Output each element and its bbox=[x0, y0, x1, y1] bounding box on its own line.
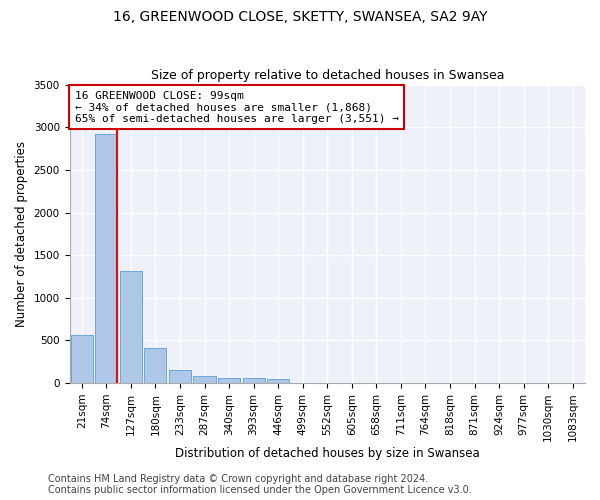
Text: Contains public sector information licensed under the Open Government Licence v3: Contains public sector information licen… bbox=[48, 485, 472, 495]
X-axis label: Distribution of detached houses by size in Swansea: Distribution of detached houses by size … bbox=[175, 447, 479, 460]
Title: Size of property relative to detached houses in Swansea: Size of property relative to detached ho… bbox=[151, 69, 504, 82]
Text: Contains HM Land Registry data © Crown copyright and database right 2024.: Contains HM Land Registry data © Crown c… bbox=[48, 474, 428, 484]
Bar bbox=[169, 370, 191, 383]
Bar bbox=[95, 134, 118, 383]
Text: 16, GREENWOOD CLOSE, SKETTY, SWANSEA, SA2 9AY: 16, GREENWOOD CLOSE, SKETTY, SWANSEA, SA… bbox=[113, 10, 487, 24]
Bar bbox=[242, 378, 265, 383]
Y-axis label: Number of detached properties: Number of detached properties bbox=[15, 141, 28, 327]
Text: 16 GREENWOOD CLOSE: 99sqm
← 34% of detached houses are smaller (1,868)
65% of se: 16 GREENWOOD CLOSE: 99sqm ← 34% of detac… bbox=[74, 90, 398, 124]
Bar bbox=[145, 348, 166, 383]
Bar bbox=[267, 380, 289, 383]
Bar bbox=[193, 376, 215, 383]
Bar bbox=[120, 272, 142, 383]
Bar bbox=[218, 378, 240, 383]
Bar bbox=[71, 336, 93, 383]
